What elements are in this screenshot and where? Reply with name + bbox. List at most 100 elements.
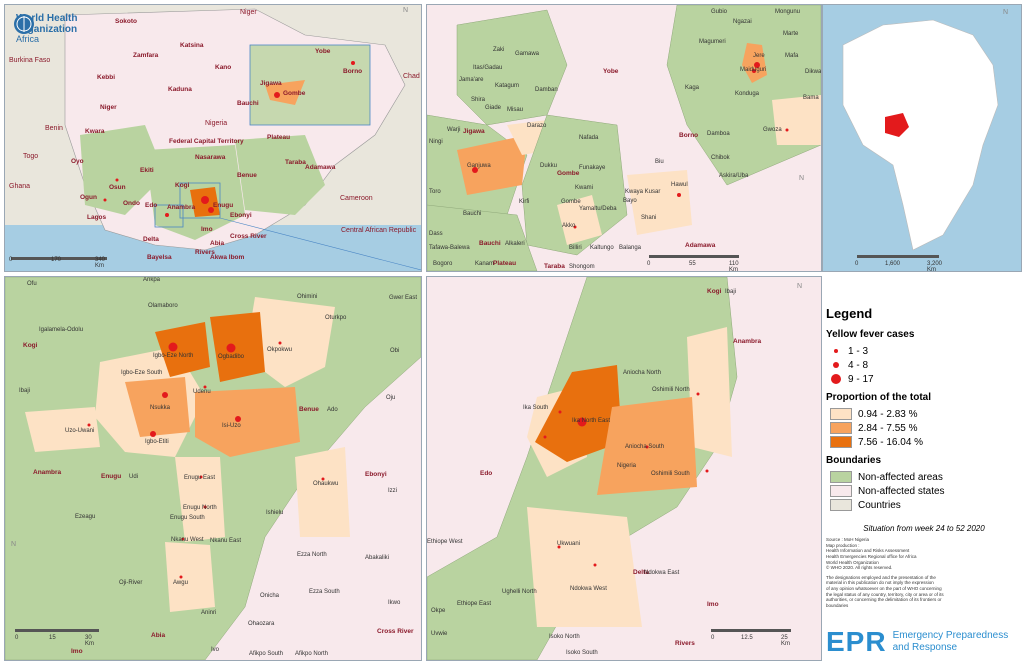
production-credits: Source : MoH Nigeria Map production : He… <box>826 537 917 571</box>
map-label: Afikpo North <box>295 651 329 657</box>
scale-bar-line <box>711 629 791 632</box>
who-logo: World Health Organization Africa <box>13 13 77 45</box>
map-label: Aninri <box>201 610 217 616</box>
map-label: Ndokwa East <box>644 570 680 576</box>
north-arrow-icon: N <box>1003 9 1009 16</box>
map-label: Bama <box>803 95 819 101</box>
map-label: Niger <box>100 104 117 111</box>
map-label: Benue <box>299 406 319 413</box>
map-label: Ethiope East <box>457 601 492 607</box>
map-label: Enugu <box>101 473 122 480</box>
map-label: Askira/Uba <box>719 173 749 179</box>
map-label: Hawul <box>671 182 688 188</box>
map-label: Shira <box>471 97 486 103</box>
map-label: Nkanu West <box>171 537 204 543</box>
map-label: Ibaji <box>19 388 31 394</box>
legend-cases-title: Yellow fever cases <box>826 329 915 340</box>
map-label: Gwer East <box>389 295 418 301</box>
map-label: Awgu <box>173 580 188 586</box>
map-label: Toro <box>429 189 441 195</box>
map-label: Abia <box>210 240 225 247</box>
map-label: Ikwo <box>388 600 401 606</box>
situation-period: Situation from week 24 to 52 2020 <box>863 524 985 533</box>
map-label: Jigawa <box>260 80 282 87</box>
map-label: Anambra <box>733 338 762 345</box>
map-label: Delta <box>633 569 649 576</box>
map-label: Kano <box>215 64 232 71</box>
legend-bound-item: Non-affected areas <box>830 470 1022 484</box>
map-label: Ghana <box>9 183 31 190</box>
map-label: Aniocha North <box>623 370 662 376</box>
map-label: Sokoto <box>115 18 138 25</box>
map-label: Anambra <box>33 469 62 476</box>
map-label: Katagum <box>495 83 520 89</box>
swatch-icon <box>830 485 852 497</box>
epr-acronym: EPR <box>826 626 887 657</box>
north-arrow-icon: N <box>797 283 803 290</box>
map-label: Bauchi <box>237 100 259 107</box>
map-label: Enugu South <box>170 515 205 521</box>
map-label: Ohaukwu <box>313 481 339 487</box>
africa-inset-shapes <box>842 19 999 251</box>
map-label: Abia <box>151 632 166 639</box>
map-label: Nasarawa <box>195 154 226 161</box>
map-label: Uvwie <box>431 631 448 637</box>
legend-title: Legend <box>826 306 873 321</box>
map-label: Isi-Uzo <box>222 423 241 429</box>
overview-map-shapes <box>5 8 421 271</box>
who-region: Africa <box>16 34 40 44</box>
map-label: Bogoro <box>433 261 453 267</box>
map-label: Kwara <box>85 128 105 135</box>
epr-line2: and Response <box>892 642 958 653</box>
map-label: Obi <box>390 348 400 354</box>
map-label: Damboa <box>707 131 730 137</box>
map-label: Kogi <box>175 182 190 189</box>
map-label: Magumeri <box>699 39 726 45</box>
map-label: Ohimini <box>297 294 318 300</box>
map-label: Gombe <box>283 90 306 97</box>
map-label: Osun <box>109 184 126 191</box>
map-label: Oshimili North <box>652 387 690 393</box>
map-label: Shani <box>641 215 657 221</box>
map-label: Gwoza <box>763 127 782 133</box>
map-label: Tafawa-Balewa <box>429 245 470 251</box>
legend-case-item: 4 - 8 <box>830 358 1022 372</box>
map-label: Delta <box>143 236 159 243</box>
map-label: Ukwuani <box>557 541 581 547</box>
map-label: Lagos <box>87 214 107 221</box>
map-label: Maiduguri <box>740 67 767 73</box>
map-label: Gombe <box>557 170 580 177</box>
map-label: Akko <box>562 223 576 229</box>
scale-bar-line <box>15 629 99 632</box>
legend-case-item: 9 - 17 <box>830 372 1022 386</box>
overview-map: World Health Organization Africa Niger B… <box>4 4 422 272</box>
swatch-icon <box>830 499 852 511</box>
north-arrow-icon: N <box>799 175 805 182</box>
map-label: Okpe <box>431 608 446 614</box>
map-label: Marte <box>783 31 799 37</box>
swatch-icon <box>830 408 852 420</box>
map-label: Yobe <box>603 68 619 75</box>
scale-bar-line <box>649 255 739 258</box>
map-label: Kirfi <box>519 199 530 205</box>
map-label: Abakaliki <box>365 555 390 561</box>
map-label: Shongom <box>569 264 595 270</box>
map-label: Ezza North <box>297 552 327 558</box>
map-label: Edo <box>145 202 158 209</box>
map-label: Funakaye <box>579 165 606 171</box>
map-label: Ankpa <box>143 277 161 283</box>
map-label: Olamaboro <box>148 303 178 309</box>
map-label: Enugu <box>213 202 234 209</box>
map-label: Zaki <box>493 47 505 53</box>
map-label: Jigawa <box>463 128 485 135</box>
case-dot-medium-icon <box>833 362 839 368</box>
map-label: Taraba <box>285 159 306 166</box>
map-label: Kogi <box>707 288 722 295</box>
map-label: Akwa Ibom <box>210 254 245 261</box>
enugu-zoom-map: Ofu Ankpa Olamaboro Ohimini Gwer East Ig… <box>4 276 422 661</box>
map-label: Oshimili South <box>651 471 690 477</box>
map-label: Bauchi <box>463 211 482 217</box>
map-label: Itas/Gadau <box>473 65 503 71</box>
map-label: Rivers <box>675 640 695 647</box>
map-label: Kaltungo <box>590 245 614 251</box>
